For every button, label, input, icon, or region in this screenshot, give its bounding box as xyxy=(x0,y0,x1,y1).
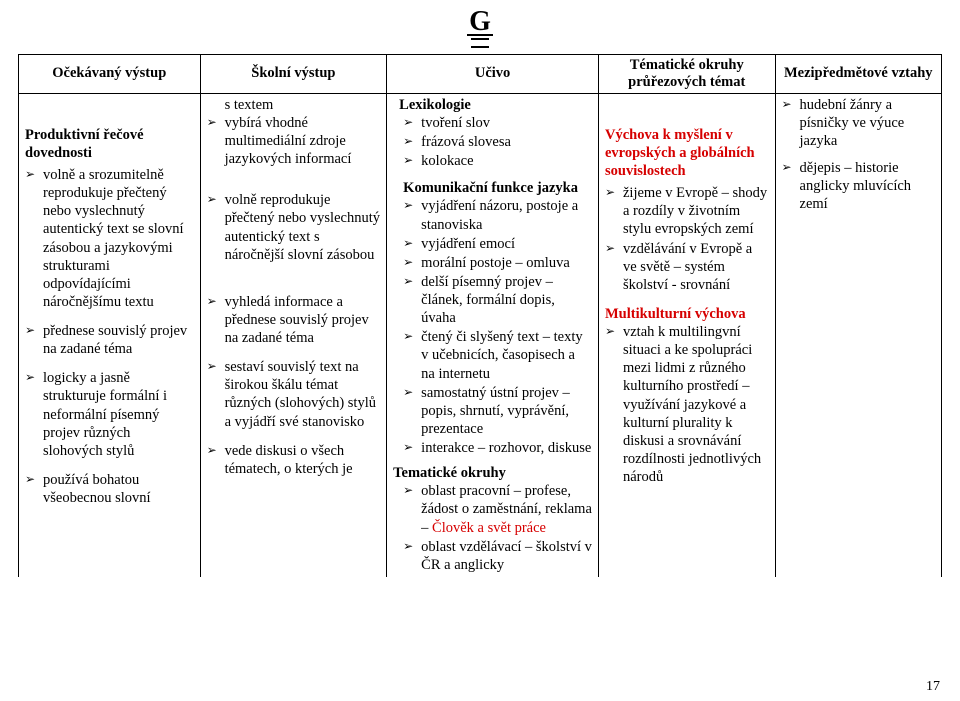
list-item: tvoření slov xyxy=(403,114,592,132)
list-item: oblast pracovní – profese, žádost o zamě… xyxy=(403,482,592,536)
list-item: interakce – rozhovor, diskuse xyxy=(403,439,592,457)
logo: G xyxy=(18,10,942,48)
list-item: vztah k multilingvní situaci a ke spolup… xyxy=(605,323,769,486)
col3-tematic-title: Tematické okruhy xyxy=(393,464,592,482)
list-item: žijeme v Evropě – shody a rozdíly v živo… xyxy=(605,184,769,238)
page-number: 17 xyxy=(926,679,940,695)
header-expected-output: Očekávaný výstup xyxy=(19,54,201,93)
col4-group1-title: Výchova k myšlení v evropských a globáln… xyxy=(605,126,769,180)
curriculum-table: Očekávaný výstup Školní výstup Učivo Tém… xyxy=(18,54,942,577)
list-item: používá bohatou všeobecnou slovní xyxy=(25,471,194,507)
header-cross-subject: Mezipředmětové vztahy xyxy=(775,54,941,93)
cell-school-output: s textem vybírá vhodné multimediální zdr… xyxy=(200,93,387,577)
list-item: vyjádření názoru, postoje a stanoviska xyxy=(403,197,592,233)
list-item: kolokace xyxy=(403,152,592,170)
list-item: dějepis – historie anglicky mluvících ze… xyxy=(782,159,935,213)
list-item: logicky a jasně strukturuje formální i n… xyxy=(25,369,194,460)
list-item: delší písemný projev – článek, formální … xyxy=(403,273,592,327)
list-item: morální postoje – omluva xyxy=(403,254,592,272)
list-item: samostatný ústní projev – popis, shrnutí… xyxy=(403,384,592,438)
list-item: oblast vzdělávací – školství v ČR a angl… xyxy=(403,538,592,574)
list-item: čtený či slyšený text – texty v učebnicí… xyxy=(403,328,592,382)
col3-komunik-title: Komunikační funkce jazyka xyxy=(393,179,592,197)
list-item: volně reprodukuje přečtený nebo vyslechn… xyxy=(207,191,381,264)
list-item: vyhledá informace a přednese souvislý pr… xyxy=(207,293,381,347)
list-item: volně a srozumitelně reprodukuje přečten… xyxy=(25,166,194,311)
logo-bars xyxy=(471,38,489,48)
cell-curriculum: Lexikologie tvoření slov frázová slovesa… xyxy=(387,93,599,577)
list-item: vybírá vhodné multimediální zdroje jazyk… xyxy=(207,114,381,168)
header-cross-topics: Tématické okruhy průřezových témat xyxy=(599,54,776,93)
cell-cross-topics: Výchova k myšlení v evropských a globáln… xyxy=(599,93,776,577)
col2-hang-top: s textem xyxy=(207,96,381,114)
col1-section-title: Produktivní řečové dovednosti xyxy=(25,126,194,162)
list-item: vzdělávání v Evropě a ve světě – systém … xyxy=(605,240,769,294)
col3-lexikologie-title: Lexikologie xyxy=(393,96,592,114)
list-item: frázová slovesa xyxy=(403,133,592,151)
list-item: vyjádření emocí xyxy=(403,235,592,253)
header-curriculum: Učivo xyxy=(387,54,599,93)
col3-c1-red: Člověk a svět práce xyxy=(432,520,546,536)
list-item: hudební žánry a písničky ve výuce jazyka xyxy=(782,96,935,150)
list-item: vede diskusi o všech tématech, o kterých… xyxy=(207,442,381,478)
cell-cross-subject: hudební žánry a písničky ve výuce jazyka… xyxy=(775,93,941,577)
header-school-output: Školní výstup xyxy=(200,54,387,93)
list-item: přednese souvislý projev na zadané téma xyxy=(25,322,194,358)
col1-list: volně a srozumitelně reprodukuje přečten… xyxy=(25,166,194,311)
cell-expected-output: Produktivní řečové dovednosti volně a sr… xyxy=(19,93,201,577)
col4-group2-title: Multikulturní výchova xyxy=(605,305,769,323)
logo-letter: G xyxy=(467,10,493,36)
list-item: sestaví souvislý text na širokou škálu t… xyxy=(207,358,381,431)
